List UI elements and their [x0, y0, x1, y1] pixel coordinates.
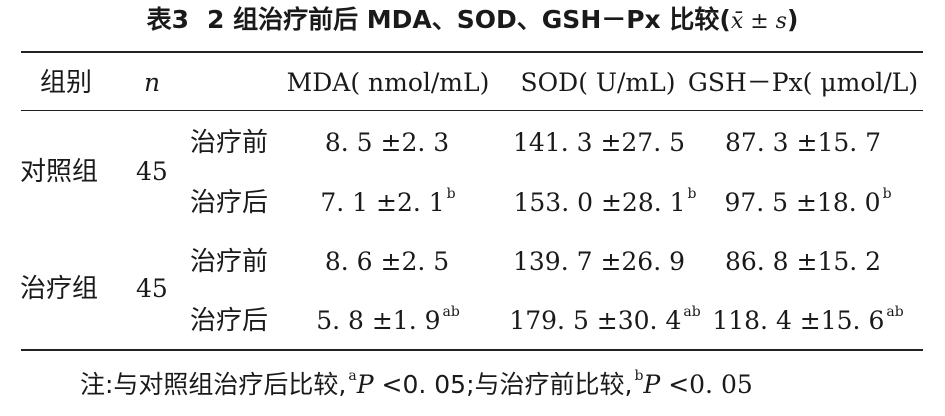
mda-value: 5. 8 ±1. 9 ab [316, 304, 460, 335]
table-title-close: ) [786, 5, 799, 34]
gsh-px-value: 118. 4 ±15. 6 ab [712, 304, 904, 335]
group-n: 45 [136, 274, 168, 303]
table-bottom-rule [21, 349, 923, 351]
group-name: 对照组 [20, 157, 99, 187]
header-n: n [144, 68, 161, 97]
table-caption: 表3 2 组治疗前后 MDA、SOD、GSH－Px 比较(x̄ ± s) [0, 4, 945, 38]
header-sod: SOD( U/mL) [520, 68, 676, 97]
group-name: 治疗组 [20, 274, 99, 304]
table-top-rule [21, 51, 923, 53]
table-stat-notation: x̄ ± s [730, 9, 787, 34]
time-label: 治疗后 [190, 188, 269, 218]
header-mda: MDA( nmol/mL) [286, 68, 490, 97]
time-label: 治疗前 [190, 247, 269, 277]
time-label: 治疗前 [190, 128, 269, 158]
header-group: 组别 [40, 68, 93, 98]
group-n: 45 [136, 157, 168, 186]
sod-value: 141. 3 ±27. 5 [512, 128, 686, 157]
sod-value: 179. 5 ±30. 4 ab [509, 304, 701, 335]
gsh-px-value: 87. 3 ±15. 7 [724, 128, 882, 157]
table-label: 表3 [146, 5, 189, 34]
mda-value: 8. 6 ±2. 5 [324, 247, 450, 276]
header-gsh-px: GSH－Px( μmol/L) [687, 68, 919, 97]
table-footnote: 注:与对照组治疗后比较, aP <0. 05;与治疗前比较, bP <0. 05 [80, 368, 753, 399]
gsh-px-value: 86. 8 ±15. 2 [724, 247, 882, 276]
table-header-rule [21, 110, 923, 111]
mda-value: 8. 5 ±2. 3 [324, 128, 450, 157]
sod-value: 139. 7 ±26. 9 [512, 247, 686, 276]
table-title: 2 组治疗前后 MDA、SOD、GSH－Px 比较( [207, 5, 731, 34]
time-label: 治疗后 [190, 306, 269, 336]
